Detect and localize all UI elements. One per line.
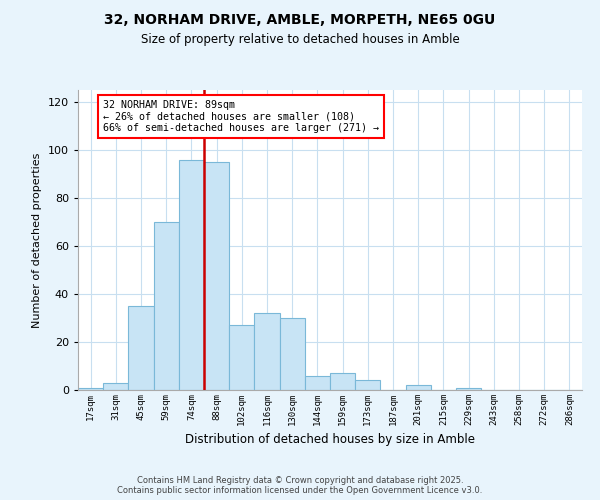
Text: Contains HM Land Registry data © Crown copyright and database right 2025.
Contai: Contains HM Land Registry data © Crown c… [118,476,482,495]
Bar [204,162,229,390]
X-axis label: Distribution of detached houses by size in Amble: Distribution of detached houses by size … [185,434,475,446]
Bar [128,306,154,390]
Bar [456,388,481,390]
Bar [78,388,103,390]
Text: 32, NORHAM DRIVE, AMBLE, MORPETH, NE65 0GU: 32, NORHAM DRIVE, AMBLE, MORPETH, NE65 0… [104,12,496,26]
Text: Size of property relative to detached houses in Amble: Size of property relative to detached ho… [140,32,460,46]
Bar [280,318,305,390]
Bar [103,383,128,390]
Bar [355,380,380,390]
Bar [179,160,204,390]
Bar [305,376,330,390]
Bar [330,373,355,390]
Bar [154,222,179,390]
Bar [406,385,431,390]
Text: 32 NORHAM DRIVE: 89sqm
← 26% of detached houses are smaller (108)
66% of semi-de: 32 NORHAM DRIVE: 89sqm ← 26% of detached… [103,100,379,133]
Bar [229,325,254,390]
Bar [254,313,280,390]
Y-axis label: Number of detached properties: Number of detached properties [32,152,42,328]
